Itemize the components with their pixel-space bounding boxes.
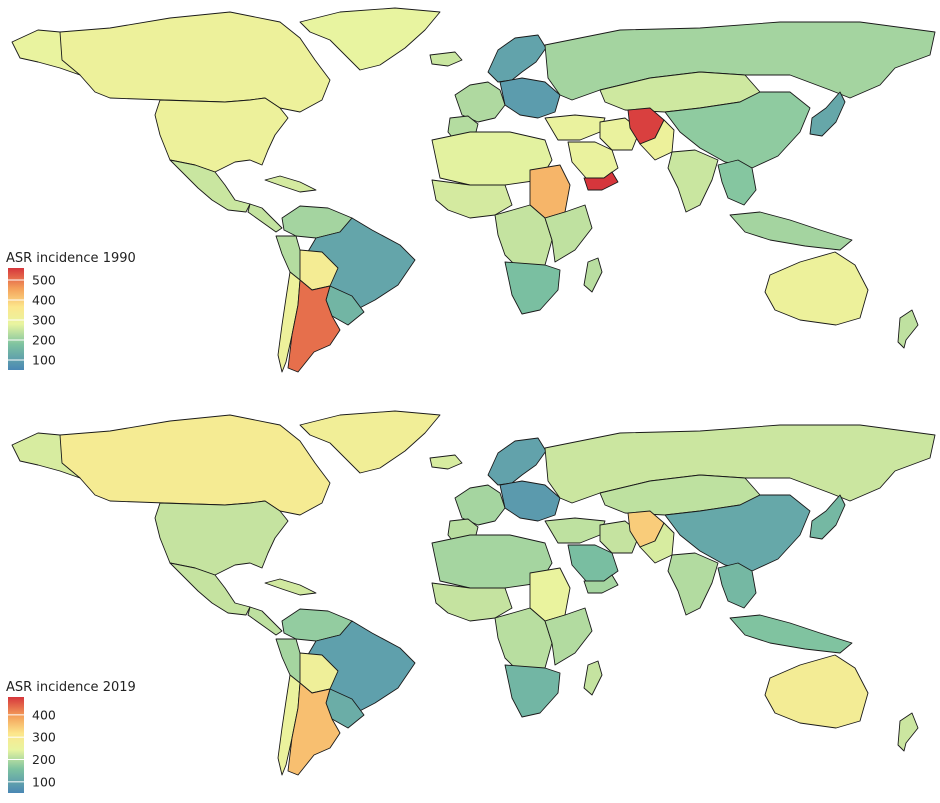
map-2019: ASR incidence 2019 400 300 200 100 — [6, 410, 936, 793]
region-southern-africa — [504, 664, 561, 718]
region-pakistan — [639, 522, 675, 564]
map-panel-2019: ASR incidence 2019 400 300 200 100 — [0, 403, 940, 803]
region-yemen — [583, 574, 619, 594]
legend-tick-label: 500 — [32, 273, 56, 288]
legend-colorbar — [8, 268, 24, 370]
region-india — [667, 552, 719, 616]
region-pakistan — [639, 119, 675, 161]
region-scandinavia — [487, 437, 547, 486]
legend-title: ASR incidence 1990 — [6, 251, 136, 266]
map-1990: ASR incidence 1990 500 400 300 200 100 — [6, 7, 936, 373]
region-china — [664, 91, 811, 169]
legend: ASR incidence 1990 500 400 300 200 100 — [6, 251, 136, 370]
region-india — [667, 149, 719, 213]
map-panel-1990: ASR incidence 1990 500 400 300 200 100 — [0, 0, 940, 400]
region-mexico — [169, 562, 251, 616]
region-madagascar — [583, 257, 603, 293]
region-argentina — [287, 682, 341, 776]
legend-tick-label: 100 — [32, 774, 56, 789]
region-argentina — [287, 279, 341, 373]
region-southeast-asia — [717, 159, 757, 206]
region-japan-korea — [809, 91, 846, 137]
region-new-zealand — [897, 309, 919, 349]
region-australia — [764, 654, 869, 729]
region-southeast-asia — [717, 562, 757, 609]
legend-tick-label: 200 — [32, 333, 56, 348]
region-caribbean — [264, 175, 317, 193]
legend-tick-label: 200 — [32, 752, 56, 767]
region-west-africa — [431, 582, 513, 622]
legend: ASR incidence 2019 400 300 200 100 — [6, 680, 136, 793]
region-central-america — [247, 606, 283, 636]
region-greenland — [299, 410, 441, 474]
region-central-america — [247, 203, 283, 233]
region-greenland — [299, 7, 441, 71]
region-indonesia — [729, 614, 853, 654]
region-yemen — [583, 171, 619, 191]
region-australia — [764, 251, 869, 326]
legend-tick-label: 300 — [32, 730, 56, 745]
region-iceland — [429, 454, 463, 470]
region-usa — [154, 97, 289, 173]
region-central-europe — [499, 480, 561, 522]
legend-title: ASR incidence 2019 — [6, 680, 136, 695]
region-central-europe — [499, 77, 561, 119]
region-scandinavia — [487, 34, 547, 83]
region-china — [664, 494, 811, 572]
region-east-africa — [544, 204, 593, 263]
region-middle-east — [544, 517, 606, 544]
region-iceland — [429, 51, 463, 67]
region-japan-korea — [809, 494, 846, 540]
region-western-europe — [454, 484, 506, 526]
legend-colorbar — [8, 697, 24, 793]
region-west-africa — [431, 179, 513, 219]
region-madagascar — [583, 660, 603, 696]
legend-tick-label: 100 — [32, 353, 56, 368]
legend-tick-label: 400 — [32, 707, 56, 722]
region-canada — [37, 414, 331, 516]
region-caribbean — [264, 578, 317, 596]
region-usa — [154, 500, 289, 576]
region-east-africa — [544, 607, 593, 666]
region-mexico — [169, 159, 251, 213]
legend-tick-label: 400 — [32, 293, 56, 308]
region-western-europe — [454, 81, 506, 123]
region-canada — [37, 11, 331, 113]
region-new-zealand — [897, 712, 919, 752]
legend-tick-label: 300 — [32, 313, 56, 328]
region-southern-africa — [504, 261, 561, 315]
region-alaska — [11, 29, 81, 76]
region-alaska — [11, 432, 81, 479]
region-indonesia — [729, 211, 853, 251]
region-middle-east — [544, 114, 606, 141]
